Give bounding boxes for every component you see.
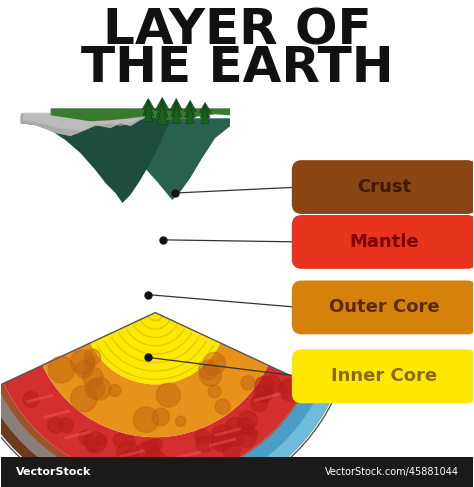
Circle shape — [244, 425, 254, 435]
Circle shape — [23, 392, 39, 407]
Circle shape — [85, 379, 105, 399]
Circle shape — [175, 416, 186, 427]
Text: LAYER OF: LAYER OF — [103, 6, 371, 55]
Circle shape — [223, 441, 240, 459]
Circle shape — [203, 353, 225, 375]
Polygon shape — [201, 106, 209, 123]
Circle shape — [241, 375, 255, 390]
Wedge shape — [0, 383, 331, 487]
Circle shape — [226, 417, 244, 436]
Polygon shape — [200, 104, 210, 118]
Circle shape — [96, 435, 107, 446]
Circle shape — [211, 431, 232, 451]
Circle shape — [255, 376, 273, 395]
Polygon shape — [155, 97, 169, 110]
Text: Outer Core: Outer Core — [329, 299, 440, 317]
Polygon shape — [199, 102, 211, 112]
Circle shape — [84, 431, 106, 453]
Polygon shape — [171, 100, 182, 117]
Circle shape — [211, 425, 235, 449]
Polygon shape — [81, 118, 230, 200]
Text: Crust: Crust — [357, 178, 411, 196]
Wedge shape — [42, 343, 268, 437]
Wedge shape — [213, 384, 333, 487]
Circle shape — [279, 378, 302, 401]
Text: THE EARTH: THE EARTH — [81, 44, 393, 93]
Circle shape — [126, 436, 135, 446]
Polygon shape — [21, 113, 146, 136]
Circle shape — [79, 430, 93, 445]
FancyBboxPatch shape — [292, 350, 474, 403]
Circle shape — [254, 384, 271, 402]
Polygon shape — [156, 99, 168, 117]
Wedge shape — [0, 392, 333, 487]
Polygon shape — [144, 102, 153, 122]
Circle shape — [88, 377, 111, 400]
Circle shape — [195, 430, 209, 444]
Circle shape — [109, 384, 121, 396]
Wedge shape — [3, 365, 307, 480]
Circle shape — [48, 417, 63, 433]
Polygon shape — [184, 100, 196, 112]
Circle shape — [84, 349, 100, 365]
Wedge shape — [0, 386, 333, 487]
Wedge shape — [90, 313, 220, 384]
Circle shape — [113, 433, 127, 447]
Circle shape — [200, 364, 221, 386]
Circle shape — [199, 360, 218, 379]
Circle shape — [238, 411, 257, 430]
Circle shape — [279, 384, 288, 393]
Polygon shape — [170, 98, 182, 110]
Circle shape — [196, 436, 212, 452]
Polygon shape — [172, 102, 181, 124]
Circle shape — [251, 395, 267, 412]
Circle shape — [117, 442, 139, 464]
Circle shape — [249, 429, 258, 438]
Circle shape — [48, 356, 75, 383]
Polygon shape — [143, 100, 154, 115]
Circle shape — [263, 375, 281, 393]
Circle shape — [70, 350, 95, 375]
Text: VectorStock.com/45881044: VectorStock.com/45881044 — [325, 467, 459, 477]
Polygon shape — [51, 108, 230, 121]
Circle shape — [59, 418, 73, 432]
FancyBboxPatch shape — [292, 160, 474, 214]
Circle shape — [75, 361, 93, 378]
Circle shape — [237, 418, 254, 434]
Circle shape — [156, 383, 180, 407]
Polygon shape — [186, 104, 194, 124]
Circle shape — [84, 358, 95, 368]
Circle shape — [152, 408, 170, 426]
Text: Mantle: Mantle — [350, 233, 419, 251]
Circle shape — [208, 385, 221, 398]
Circle shape — [256, 386, 273, 402]
Text: VectorStock: VectorStock — [16, 467, 91, 477]
Polygon shape — [157, 101, 167, 125]
Circle shape — [71, 385, 97, 412]
Circle shape — [149, 439, 162, 451]
Circle shape — [137, 441, 160, 464]
Text: Inner Core: Inner Core — [331, 367, 438, 385]
Circle shape — [88, 439, 100, 451]
Circle shape — [144, 450, 166, 472]
FancyBboxPatch shape — [292, 281, 474, 335]
Circle shape — [144, 440, 158, 454]
Circle shape — [140, 460, 151, 470]
Wedge shape — [218, 390, 333, 487]
Polygon shape — [23, 112, 146, 131]
Polygon shape — [142, 98, 155, 109]
Polygon shape — [185, 102, 195, 117]
FancyBboxPatch shape — [292, 215, 474, 269]
Circle shape — [227, 430, 243, 446]
Circle shape — [122, 450, 139, 467]
Polygon shape — [21, 116, 170, 203]
Circle shape — [237, 427, 256, 447]
Circle shape — [82, 367, 103, 388]
Bar — [1, 457, 473, 487]
Circle shape — [215, 399, 230, 414]
Circle shape — [133, 407, 159, 432]
